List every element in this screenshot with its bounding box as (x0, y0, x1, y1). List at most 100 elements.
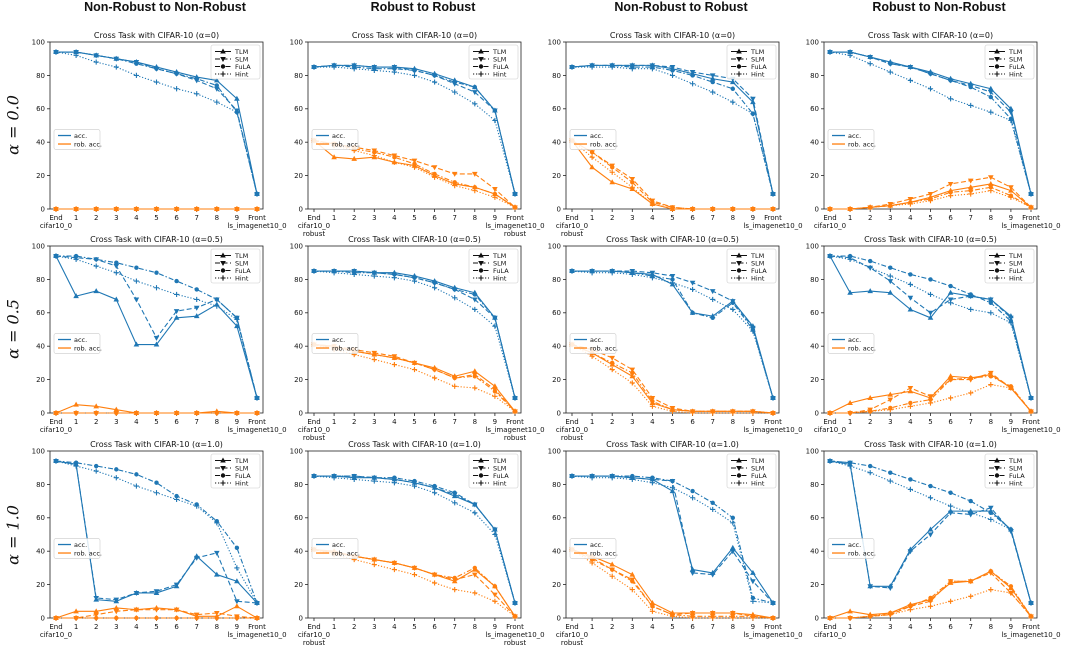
data-point (372, 557, 377, 562)
data-point (472, 297, 478, 303)
data-point (194, 287, 199, 292)
data-point (948, 283, 953, 289)
x-tick-label-line: 5 (928, 418, 932, 426)
series-slm-rob-acc (827, 175, 1034, 212)
line-chart: Cross Task with CIFAR-10 (α=0.5) 0 20 40 60 8… (290, 235, 545, 442)
chart-panel: Cross Task with CIFAR-10 (α=1.0) 0 20 40 60 8… (276, 437, 545, 645)
legend-marker (736, 252, 742, 258)
series-line (313, 475, 516, 604)
data-point (589, 164, 595, 170)
data-point (710, 296, 716, 303)
x-tick-label-line: 4 (392, 623, 397, 631)
data-point (847, 460, 853, 465)
data-point (472, 572, 478, 578)
series-line (571, 140, 773, 210)
line-chart: Cross Task with CIFAR-10 (α=0.5) 0 20 40 60 8… (806, 235, 1061, 434)
data-point (153, 410, 160, 416)
data-point (847, 463, 853, 469)
data-point (133, 607, 140, 613)
data-point (908, 64, 913, 70)
data-point (411, 366, 418, 373)
data-point (193, 555, 200, 561)
legend-label: SLM (1009, 259, 1022, 267)
data-point (867, 204, 873, 210)
data-point (452, 89, 458, 95)
data-point (750, 206, 756, 212)
x-tick-label: 8 (215, 623, 219, 631)
data-point (411, 483, 418, 489)
series-hint-acc (311, 64, 518, 197)
legend-marker (220, 457, 226, 463)
x-tick-label-line: Front (248, 623, 266, 631)
legend-label: Hint (493, 479, 507, 487)
legend-marker (478, 261, 484, 266)
x-tick-label: Front ls_imagenet10_0 (227, 623, 286, 639)
x-tick-label: 9 (751, 214, 755, 222)
data-point (94, 463, 99, 469)
data-point (650, 399, 655, 404)
data-point (887, 279, 894, 285)
x-tick-label-line: robust (504, 434, 527, 442)
series-hint-rob-acc (53, 410, 260, 416)
line-chart: Cross Task with CIFAR-10 (α=0) 0 20 40 60 80 1… (806, 31, 1061, 230)
line-chart: Cross Task with CIFAR-10 (α=0.5) 0 20 40 60 8… (32, 235, 287, 434)
legend-label: acc. (332, 336, 345, 344)
data-point (93, 403, 99, 409)
data-point (492, 592, 498, 598)
data-point (750, 579, 756, 585)
data-point (690, 488, 695, 494)
x-tick-label-line: 7 (710, 418, 714, 426)
data-point (133, 410, 139, 416)
x-tick-label: 7 (194, 623, 198, 631)
data-point (412, 68, 417, 73)
x-tick-label-line: 8 (473, 418, 477, 426)
data-point (609, 179, 615, 185)
x-tick-label-line: Front (1022, 623, 1040, 631)
legend-label: TLM (492, 457, 506, 465)
data-point (391, 480, 397, 486)
data-point (988, 297, 994, 303)
data-point (411, 278, 418, 284)
data-point (847, 615, 853, 621)
x-tick-label: 2 (352, 214, 356, 222)
x-tick-label-line: 1 (848, 418, 852, 426)
data-point (234, 323, 240, 329)
y-tick-label: 100 (548, 447, 561, 455)
line-chart: Cross Task with CIFAR-10 (α=1.0) 0 20 40 60 8… (32, 440, 287, 639)
legend-marker (736, 64, 742, 69)
data-point (234, 545, 240, 551)
data-point (730, 544, 736, 550)
data-point (908, 477, 913, 482)
data-point (948, 190, 953, 195)
legend-label: rob. acc. (590, 140, 618, 148)
data-point (174, 278, 179, 284)
data-point (589, 150, 595, 155)
x-tick-label: 6 (174, 623, 179, 631)
data-point (331, 270, 337, 276)
series-hint-rob-acc (53, 615, 260, 621)
legend-label: FuLA (751, 63, 767, 71)
legend-label: Hint (751, 274, 765, 282)
x-tick-label: 9 (751, 623, 755, 631)
data-point (432, 375, 438, 381)
data-point (968, 102, 974, 109)
legend-marker (220, 252, 226, 258)
data-point (392, 272, 397, 277)
legend-label: SLM (493, 55, 506, 63)
data-point (391, 361, 397, 368)
data-point (93, 468, 99, 474)
x-tick-label: 8 (473, 623, 477, 631)
data-point (770, 191, 776, 197)
x-tick-label: 2 (94, 623, 98, 631)
x-tick-label-line: robust (561, 434, 584, 442)
data-point (630, 473, 635, 479)
x-tick-label-line: 4 (134, 623, 139, 631)
series-tlm-acc (569, 62, 776, 196)
data-point (512, 204, 518, 210)
x-tick-label-line: cifar10_0 (298, 426, 330, 434)
x-tick-label: 7 (968, 214, 972, 222)
x-tick-label-line: ls_imagenet10_0 (485, 426, 544, 434)
data-point (649, 608, 655, 614)
x-tick-label-line: End (823, 418, 836, 426)
x-tick-label-line: 2 (610, 623, 614, 631)
